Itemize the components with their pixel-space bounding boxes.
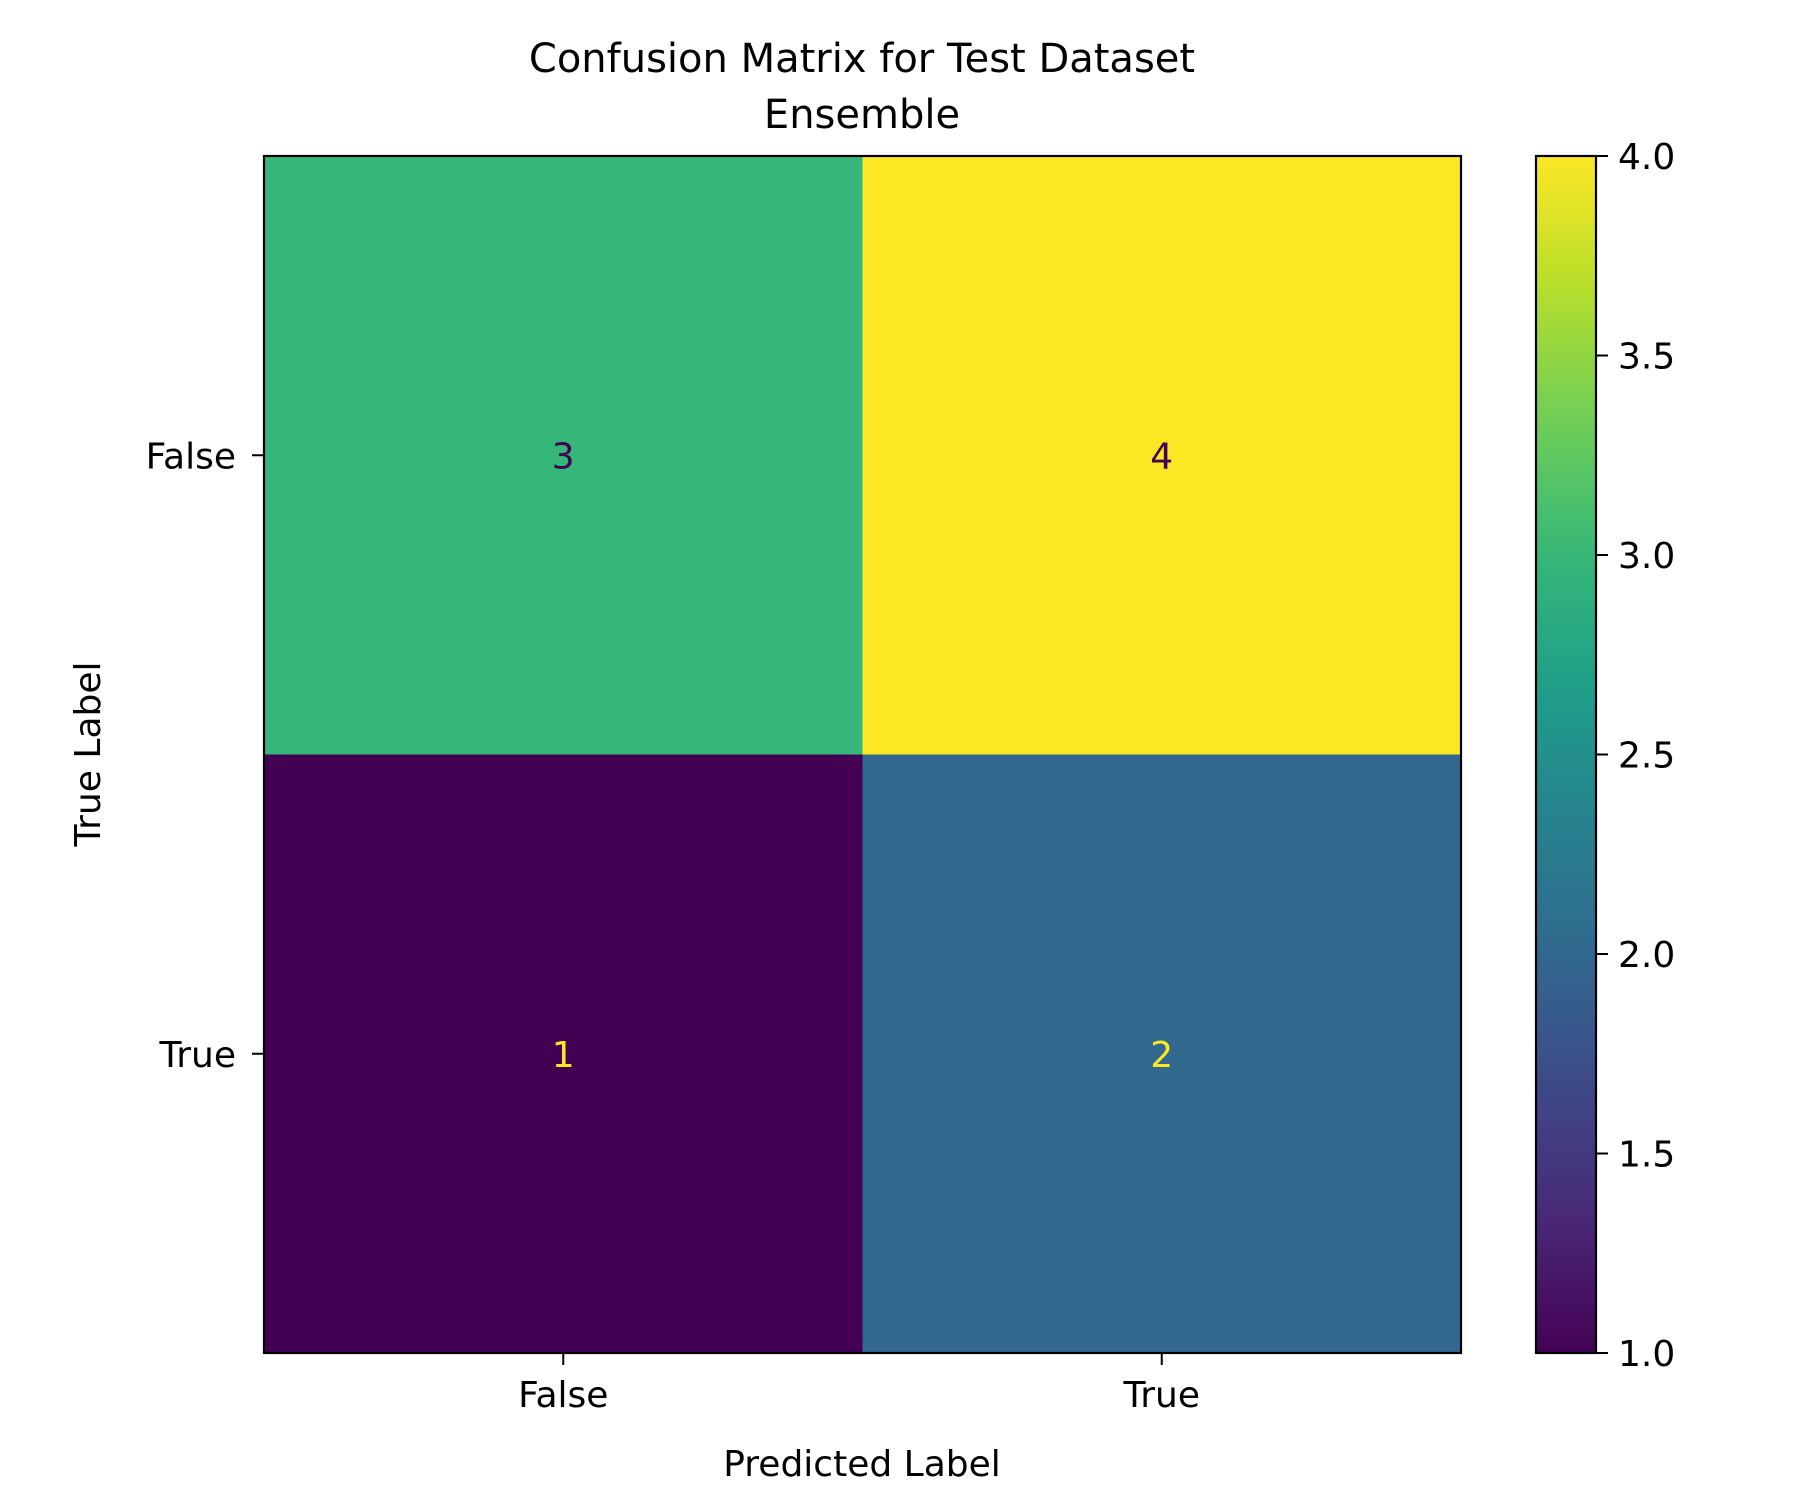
- cell-value-label: 3: [552, 436, 575, 477]
- heatmap-cell-labels: 3 4 1 2: [552, 436, 1173, 1076]
- cell-value-label: 4: [1150, 436, 1173, 477]
- x-axis-label: Predicted Label: [723, 1444, 1001, 1485]
- heatmap-cell: [862, 156, 1462, 755]
- colorbar: [1534, 154, 1598, 1355]
- y-axis-label: True Label: [68, 661, 109, 847]
- y-axis: False True: [146, 436, 264, 1076]
- colorbar-tick-label: 2.0: [1618, 935, 1675, 976]
- heatmap-cells: [264, 156, 1462, 1354]
- cell-value-label: 1: [552, 1035, 575, 1076]
- chart-subtitle: Ensemble: [764, 92, 960, 138]
- plot-frame: [262, 154, 1463, 1355]
- x-tick-label: True: [1123, 1375, 1200, 1416]
- x-tick-label: False: [518, 1375, 608, 1416]
- heatmap-cell: [264, 156, 863, 755]
- y-tick-label: True: [159, 1035, 236, 1076]
- colorbar-tick-label: 2.5: [1618, 736, 1675, 777]
- y-tick-label: False: [146, 436, 236, 477]
- heatmap-cell: [264, 754, 863, 1354]
- x-axis: False True: [518, 1353, 1200, 1416]
- colorbar-tick-label: 4.0: [1618, 137, 1675, 178]
- heatmap-cell: [862, 754, 1462, 1354]
- colorbar-ticks: 1.0 1.5 2.0 2.5 3.0 3.5 4.0: [1596, 137, 1675, 1375]
- colorbar-tick-label: 1.0: [1618, 1334, 1675, 1375]
- colorbar-tick-label: 1.5: [1618, 1135, 1675, 1176]
- chart-title: Confusion Matrix for Test Dataset: [529, 36, 1195, 82]
- colorbar-tick-label: 3.5: [1618, 337, 1675, 378]
- cell-value-label: 2: [1150, 1035, 1173, 1076]
- colorbar-tick-label: 3.0: [1618, 536, 1675, 577]
